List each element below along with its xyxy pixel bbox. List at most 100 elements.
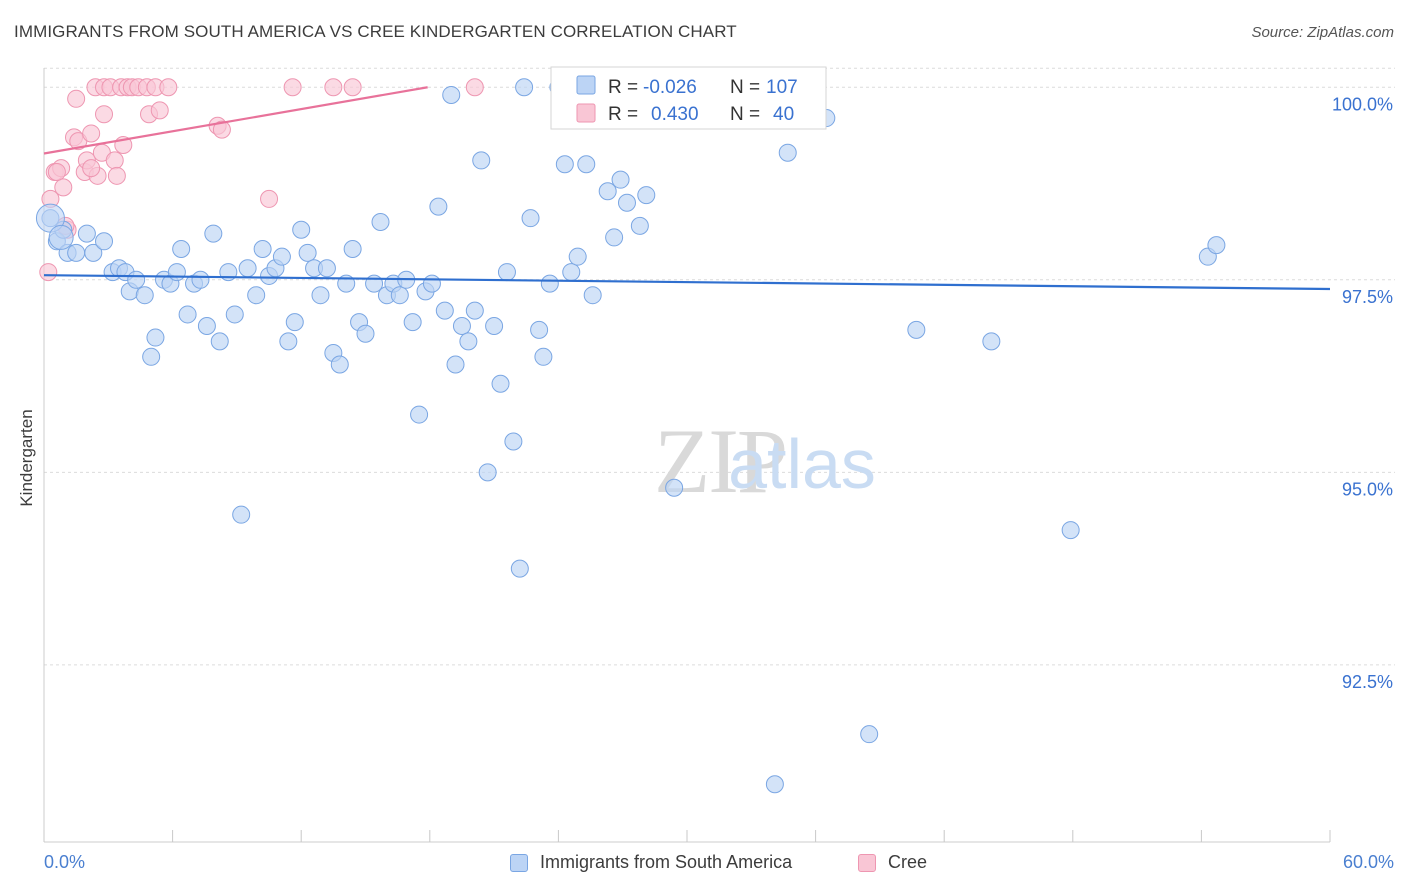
- immigrants-point: [204, 224, 223, 243]
- cree-point: [39, 263, 58, 282]
- immigrants-point: [534, 347, 553, 366]
- legend-swatch-immigrants: [510, 853, 528, 872]
- immigrants-point: [77, 224, 96, 243]
- source-label: Source: ZipAtlas.com: [1251, 24, 1394, 41]
- cree-point: [324, 78, 343, 97]
- watermark-atlas: atlas: [728, 425, 876, 503]
- immigrants-point: [191, 270, 210, 289]
- immigrants-point: [48, 224, 74, 250]
- legend-label-immigrants: Immigrants from South America: [540, 852, 793, 872]
- legend-n-value: 40: [773, 104, 794, 125]
- immigrants-point: [907, 320, 926, 339]
- immigrants-point: [247, 286, 266, 305]
- immigrants-point: [491, 374, 510, 393]
- immigrants-point: [146, 328, 165, 347]
- immigrants-point: [238, 259, 257, 278]
- immigrants-point: [442, 85, 461, 104]
- immigrants-point: [605, 228, 624, 247]
- gridlines: [44, 67, 1395, 666]
- cree-point: [107, 166, 126, 185]
- legend-n-label: N =: [730, 77, 760, 98]
- cree-point: [465, 78, 484, 97]
- legend-swatch-pink: [576, 103, 596, 123]
- immigrants-point: [665, 478, 684, 497]
- cree-point: [67, 89, 86, 108]
- legend-r-label: R =: [608, 77, 638, 98]
- immigrants-point: [197, 317, 216, 335]
- immigrants-point: [598, 182, 617, 201]
- immigrants-point: [253, 239, 272, 258]
- immigrants-point: [530, 320, 549, 339]
- y-tick-label: 97.5%: [1342, 287, 1393, 307]
- immigrants-point: [225, 305, 244, 324]
- immigrants-point: [765, 775, 784, 794]
- cree-point: [82, 159, 101, 178]
- immigrants-point: [298, 243, 317, 262]
- immigrants-point: [84, 243, 103, 262]
- immigrants-point: [472, 151, 491, 170]
- immigrants-point: [330, 355, 349, 374]
- immigrants-point: [279, 332, 298, 351]
- immigrants-point: [446, 355, 465, 374]
- immigrants-point: [422, 274, 441, 293]
- trend-lines: [43, 86, 1331, 291]
- immigrants-point: [403, 313, 422, 332]
- immigrants-point: [540, 274, 559, 293]
- immigrants-point: [172, 239, 191, 258]
- legend-r-label: R =: [608, 104, 638, 125]
- legend-r-value: -0.026: [643, 77, 697, 98]
- immigrants-point: [465, 301, 484, 320]
- immigrants-point: [485, 317, 504, 335]
- y-tick-label: 100.0%: [1332, 94, 1393, 114]
- immigrants-point: [67, 243, 86, 262]
- immigrants-point: [435, 301, 454, 320]
- immigrants-point: [1061, 521, 1080, 540]
- immigrants-point: [617, 193, 636, 212]
- y-tick-label: 92.5%: [1342, 672, 1393, 692]
- legend-swatch-blue: [576, 75, 596, 95]
- immigrants-point: [521, 209, 540, 228]
- immigrants-point: [95, 232, 114, 251]
- y-tick-label: 95.0%: [1342, 479, 1393, 499]
- immigrants-point: [371, 213, 390, 232]
- correlation-legend: R = -0.026 N = 107 R = 0.430 N = 40: [550, 66, 827, 130]
- immigrants-point: [510, 559, 529, 578]
- immigrants-point: [356, 324, 375, 343]
- cree-points: [39, 78, 484, 282]
- immigrants-point: [167, 263, 186, 282]
- immigrants-point: [778, 143, 797, 162]
- x-tick-label-min: 0.0%: [44, 852, 86, 872]
- immigrants-point: [478, 463, 497, 482]
- immigrants-point: [515, 78, 534, 97]
- immigrants-point: [429, 197, 448, 216]
- legend-n-label: N =: [730, 104, 760, 125]
- legend-item-immigrants[interactable]: Immigrants from South America: [510, 852, 792, 873]
- cree-point: [105, 151, 124, 170]
- immigrants-points: [35, 78, 1226, 794]
- immigrants-point: [311, 286, 330, 305]
- legend-swatch-cree: [858, 853, 876, 872]
- cree-point: [343, 78, 362, 97]
- immigrants-point: [272, 247, 291, 266]
- immigrants-point: [630, 216, 649, 235]
- cree-point: [47, 162, 66, 181]
- immigrants-point: [127, 270, 146, 289]
- cree-point: [150, 101, 169, 120]
- immigrants-point: [317, 259, 336, 278]
- immigrants-point: [452, 317, 471, 335]
- immigrants-point: [232, 505, 251, 524]
- immigrants-point: [210, 332, 229, 351]
- immigrants-point: [583, 286, 602, 305]
- immigrants-point: [568, 247, 587, 266]
- legend-label-cree: Cree: [888, 852, 928, 872]
- chart-title: IMMIGRANTS FROM SOUTH AMERICA VS CREE KI…: [14, 22, 737, 41]
- legend-item-cree[interactable]: Cree: [858, 852, 927, 873]
- y-tick-labels: 100.0% 97.5% 95.0% 92.5%: [1332, 94, 1393, 692]
- immigrants-point: [459, 332, 478, 351]
- immigrants-point: [390, 286, 409, 305]
- immigrants-point: [562, 263, 581, 282]
- cree-point: [95, 105, 114, 124]
- series-legend: Immigrants from South America Cree: [0, 852, 1406, 878]
- cree-point: [260, 189, 279, 208]
